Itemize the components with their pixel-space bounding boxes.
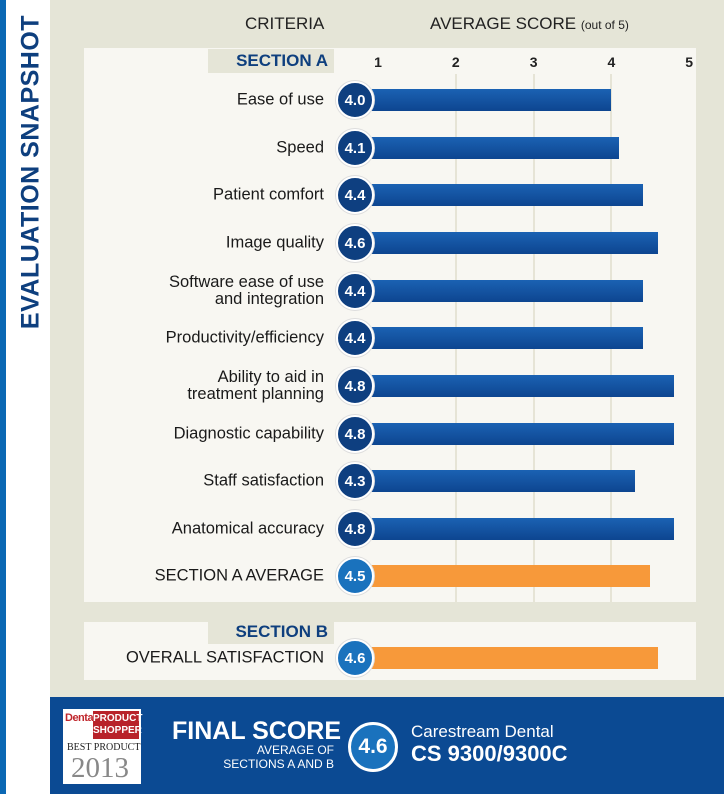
category-label: Anatomical accuracy: [171, 519, 324, 538]
score-badge: 4.3: [336, 462, 374, 500]
side-title: EVALUATION SNAPSHOT: [16, 14, 45, 330]
section-a-label: SECTION A: [208, 49, 334, 73]
footer-banner: Dental PRODUCT SHOPPER BEST PRODUCT 2013…: [50, 697, 724, 794]
category-label-line: Software ease of use: [168, 273, 324, 291]
category-label-line: OVERALL SATISFACTION: [125, 648, 324, 667]
average-bar: [358, 647, 659, 669]
section-b-label: SECTION B: [208, 620, 334, 644]
final-score-value: 4.6: [348, 722, 398, 772]
logo-text-best: BEST PRODUCT: [67, 742, 141, 753]
final-score-label: FINAL SCORE: [172, 717, 341, 745]
final-score-subtitle: AVERAGE OF SECTIONS A AND B: [223, 743, 334, 771]
category-label-line: Staff satisfaction: [203, 471, 324, 490]
score-badge: 4.4: [336, 176, 374, 214]
score-bar: [358, 280, 643, 302]
side-strip: EVALUATION SNAPSHOT: [0, 0, 50, 794]
category-label: Diagnostic capability: [173, 424, 324, 443]
category-label-line: Ease of use: [236, 90, 324, 109]
category-label: Ability to aid in treatment planning: [187, 369, 324, 403]
category-label: Software ease of use and integration: [169, 274, 324, 308]
score-bar: [358, 184, 643, 206]
category-label-line: and integration: [214, 290, 324, 308]
score-bar: [358, 423, 674, 445]
category-label: Image quality: [225, 233, 324, 252]
score-badge: 4.8: [336, 415, 374, 453]
category-label: OVERALL SATISFACTION: [125, 648, 324, 667]
logo-year: 2013: [71, 752, 129, 784]
x-tick-label: 4: [607, 54, 616, 70]
category-label: Productivity/efficiency: [165, 328, 324, 347]
score-header-label: AVERAGE SCORE: [430, 14, 577, 33]
score-bar: [358, 470, 635, 492]
score-badge: 4.1: [336, 129, 374, 167]
x-tick-label: 3: [529, 54, 538, 70]
score-header: AVERAGE SCORE (out of 5): [430, 14, 629, 34]
category-label-line: Productivity/efficiency: [165, 328, 324, 347]
product-model: CS 9300/9300C: [411, 741, 568, 766]
logo-text-shopper: PRODUCT SHOPPER: [93, 711, 142, 739]
category-label: SECTION A AVERAGE: [154, 566, 324, 585]
category-label-line: Patient comfort: [213, 185, 324, 204]
category-label-line: SECTION A AVERAGE: [154, 566, 324, 585]
score-bar: [358, 89, 612, 111]
criteria-header: CRITERIA: [245, 14, 325, 33]
score-badge: 4.0: [336, 81, 374, 119]
category-label: Staff satisfaction: [203, 471, 324, 490]
score-bar: [358, 137, 620, 159]
score-bar: [358, 375, 674, 397]
score-badge: 4.4: [336, 272, 374, 310]
final-sub-line2: SECTIONS A AND B: [223, 757, 334, 771]
x-tick-label: 2: [451, 54, 460, 70]
score-bar: [358, 518, 674, 540]
category-label-line: Diagnostic capability: [173, 424, 324, 443]
category-label: Patient comfort: [213, 185, 324, 204]
category-label-line: Ability to aid in: [217, 368, 324, 386]
category-label-line: Speed: [276, 138, 324, 157]
x-tick-label: 5: [685, 54, 694, 70]
brand-name: Carestream Dental: [411, 722, 554, 741]
score-bar: [358, 327, 643, 349]
score-badge: 4.6: [336, 224, 374, 262]
category-label-line: Image quality: [225, 233, 324, 252]
score-badge: 4.5: [336, 557, 374, 595]
x-tick-label: 1: [374, 54, 382, 70]
score-badge: 4.6: [336, 639, 374, 677]
category-label: Ease of use: [236, 90, 324, 109]
score-badge: 4.8: [336, 510, 374, 548]
category-label-line: Anatomical accuracy: [171, 519, 324, 538]
final-sub-line1: AVERAGE OF: [256, 743, 334, 757]
score-badge: 4.8: [336, 367, 374, 405]
score-badge: 4.4: [336, 319, 374, 357]
score-header-note: (out of 5): [580, 18, 629, 32]
best-product-logo: Dental PRODUCT SHOPPER BEST PRODUCT 2013: [63, 709, 142, 784]
category-label: Speed: [276, 138, 324, 157]
average-bar: [358, 565, 651, 587]
logo-text-dental: Dental: [65, 712, 96, 724]
score-bar: [358, 232, 659, 254]
category-label-line: treatment planning: [187, 385, 324, 403]
